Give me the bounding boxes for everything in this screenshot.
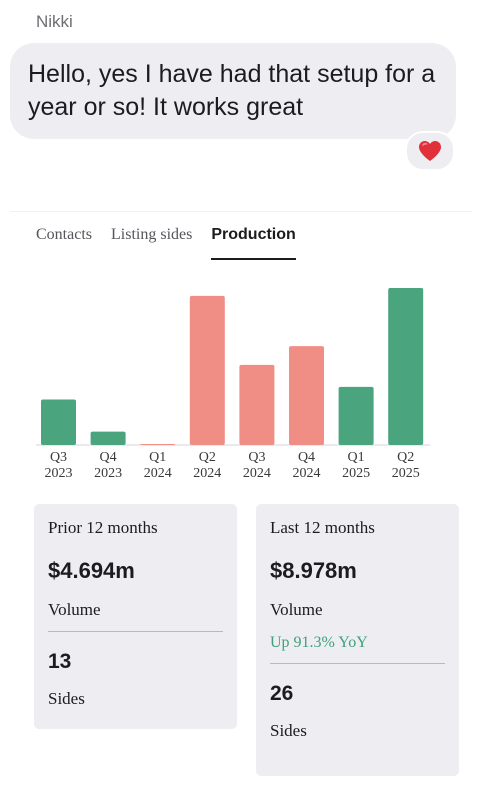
tick-label-quarter: Q3 <box>50 450 67 465</box>
tick-label-year: 2025 <box>392 466 420 481</box>
last-volume-label: Volume <box>270 600 323 619</box>
reaction-badge[interactable] <box>405 131 455 171</box>
tick-label-quarter: Q3 <box>248 450 265 465</box>
bar-q3-2023[interactable] <box>41 399 76 445</box>
tick-label-quarter: Q2 <box>199 450 216 465</box>
tick-label-year: 2023 <box>94 466 122 481</box>
tick-label-quarter: Q2 <box>397 450 414 465</box>
tab-production[interactable]: Production <box>211 226 297 260</box>
bar-q1-2025[interactable] <box>338 386 374 445</box>
prior-sides-label: Sides <box>48 689 85 708</box>
tick-label-year: 2024 <box>193 466 221 481</box>
tab-listing-sides[interactable]: Listing sides <box>111 226 193 243</box>
tick-label-year: 2025 <box>342 466 370 481</box>
message-sender: Nikki <box>36 12 73 31</box>
tick-label-year: 2023 <box>45 466 73 481</box>
tick-label-quarter: Q4 <box>298 450 315 465</box>
prior-volume-amount: $4.694m <box>48 558 135 583</box>
prior-12-months-card: Prior 12 months $4.694m Volume 13 Sides <box>34 504 237 729</box>
prior-sides-count: 13 <box>48 650 72 673</box>
tick-label-year: 2024 <box>243 466 271 481</box>
last-sides-count: 26 <box>270 682 294 705</box>
production-bar-chart: Q32023Q42023Q12024Q22024Q32024Q42024Q120… <box>36 288 430 481</box>
last-12-months-card: Last 12 months $8.978m Volume Up 91.3% Y… <box>256 504 459 776</box>
bar-q1-2024[interactable] <box>140 444 176 445</box>
bar-q2-2025[interactable] <box>388 288 424 445</box>
tick-label-quarter: Q1 <box>348 450 365 465</box>
prior-card-divider <box>48 631 223 632</box>
tick-label-quarter: Q1 <box>149 450 166 465</box>
bar-q4-2024[interactable] <box>289 346 324 445</box>
yoy-change: Up 91.3% YoY <box>270 634 368 651</box>
last-period-label: Last 12 months <box>270 518 375 537</box>
last-sides-label: Sides <box>270 721 307 740</box>
tab-bar: Contacts Listing sides Production <box>36 226 297 260</box>
prior-period-label: Prior 12 months <box>48 518 158 537</box>
bar-q2-2024[interactable] <box>189 295 225 445</box>
last-card-divider <box>270 663 445 664</box>
heart-icon <box>419 141 441 161</box>
tick-label-year: 2024 <box>144 466 172 481</box>
tick-label-year: 2024 <box>293 466 321 481</box>
message-bubble[interactable]: Hello, yes I have had that setup for a y… <box>10 43 456 139</box>
bar-q4-2023[interactable] <box>90 431 126 445</box>
bar-q3-2024[interactable] <box>239 364 275 445</box>
prior-volume-label: Volume <box>48 600 101 619</box>
last-volume-amount: $8.978m <box>270 558 357 583</box>
tick-label-quarter: Q4 <box>100 450 117 465</box>
tab-contacts[interactable]: Contacts <box>36 226 92 243</box>
section-divider <box>10 211 472 212</box>
